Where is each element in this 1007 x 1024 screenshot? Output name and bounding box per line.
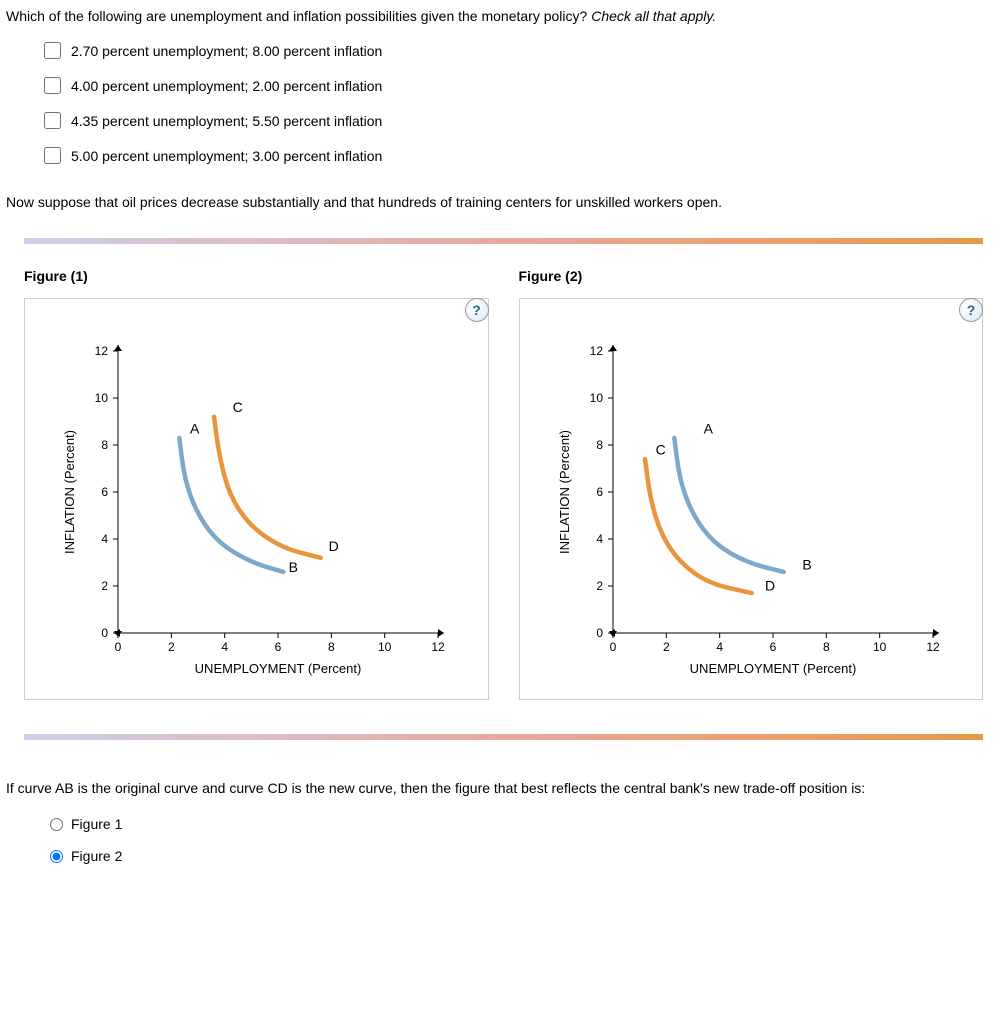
radio-option-2: Figure 2 <box>50 848 1003 864</box>
radio-2[interactable] <box>50 850 63 863</box>
svg-text:6: 6 <box>596 485 603 499</box>
svg-text:0: 0 <box>596 626 603 640</box>
svg-text:12: 12 <box>589 344 603 358</box>
svg-text:8: 8 <box>596 438 603 452</box>
figure-2-column: Figure (2) ? 0 2 4 6 8 10 12 0 2 4 6 8 10 12 UNEMPLOYM… <box>519 268 984 700</box>
svg-text:10: 10 <box>378 640 392 654</box>
figure-1-title: Figure (1) <box>24 268 489 284</box>
checkbox-option-3: 4.35 percent unemployment; 5.50 percent … <box>44 112 1003 129</box>
figure-1-chart: 0 2 4 6 8 10 12 0 2 4 6 8 10 12 UNEMPLOYMENT (Percent)… <box>56 329 456 689</box>
divider-gradient-2 <box>24 734 983 740</box>
figures-container: Figure (1) ? 0 2 4 6 8 10 12 0 2 4 6 8 10 12 UNEMPLOYM… <box>24 268 983 700</box>
svg-text:A: A <box>703 420 713 436</box>
radio-label-1: Figure 1 <box>71 816 122 832</box>
question-prompt: Which of the following are unemployment … <box>6 8 1003 24</box>
svg-text:12: 12 <box>95 344 109 358</box>
final-question: If curve AB is the original curve and cu… <box>6 780 1003 796</box>
figure-2-panel: ? 0 2 4 6 8 10 12 0 2 4 6 8 10 12 UNEMPLOYMENT (Percen… <box>519 298 984 700</box>
svg-text:8: 8 <box>823 640 830 654</box>
checkbox-label-4: 5.00 percent unemployment; 3.00 percent … <box>71 148 382 164</box>
radio-label-2: Figure 2 <box>71 848 122 864</box>
svg-text:C: C <box>233 399 243 415</box>
checkbox-list: 2.70 percent unemployment; 8.00 percent … <box>44 42 1003 164</box>
svg-text:8: 8 <box>102 438 109 452</box>
checkbox-2[interactable] <box>44 77 61 94</box>
svg-text:10: 10 <box>873 640 887 654</box>
figure-2-title: Figure (2) <box>519 268 984 284</box>
svg-text:A: A <box>190 420 200 436</box>
svg-text:2: 2 <box>168 640 175 654</box>
svg-text:B: B <box>289 559 298 575</box>
svg-text:0: 0 <box>115 640 122 654</box>
svg-text:C: C <box>655 441 665 457</box>
svg-text:UNEMPLOYMENT (Percent): UNEMPLOYMENT (Percent) <box>689 661 856 676</box>
figure-1-column: Figure (1) ? 0 2 4 6 8 10 12 0 2 4 6 8 10 12 UNEMPLOYM… <box>24 268 489 700</box>
figure-1-panel: ? 0 2 4 6 8 10 12 0 2 4 6 8 10 12 UNEMPLOYMENT (Percen… <box>24 298 489 700</box>
radio-option-1: Figure 1 <box>50 816 1003 832</box>
svg-text:UNEMPLOYMENT (Percent): UNEMPLOYMENT (Percent) <box>195 661 362 676</box>
svg-text:4: 4 <box>716 640 723 654</box>
checkbox-option-1: 2.70 percent unemployment; 8.00 percent … <box>44 42 1003 59</box>
svg-text:INFLATION (Percent): INFLATION (Percent) <box>62 430 77 554</box>
svg-text:12: 12 <box>432 640 446 654</box>
svg-text:6: 6 <box>102 485 109 499</box>
checkbox-label-1: 2.70 percent unemployment; 8.00 percent … <box>71 43 382 59</box>
svg-text:10: 10 <box>589 391 603 405</box>
checkbox-label-3: 4.35 percent unemployment; 5.50 percent … <box>71 113 382 129</box>
help-icon[interactable]: ? <box>465 298 489 322</box>
svg-text:10: 10 <box>95 391 109 405</box>
svg-text:D: D <box>329 538 339 554</box>
svg-text:B: B <box>802 557 811 573</box>
svg-text:4: 4 <box>596 532 603 546</box>
narrative-text: Now suppose that oil prices decrease sub… <box>6 194 1003 210</box>
svg-text:4: 4 <box>222 640 229 654</box>
checkbox-4[interactable] <box>44 147 61 164</box>
divider-gradient-1 <box>24 238 983 244</box>
svg-text:0: 0 <box>609 640 616 654</box>
svg-text:12: 12 <box>926 640 940 654</box>
svg-text:4: 4 <box>102 532 109 546</box>
question-prompt-hint: Check all that apply. <box>591 8 716 24</box>
svg-text:8: 8 <box>328 640 335 654</box>
checkbox-3[interactable] <box>44 112 61 129</box>
checkbox-option-4: 5.00 percent unemployment; 3.00 percent … <box>44 147 1003 164</box>
svg-text:0: 0 <box>102 626 109 640</box>
svg-text:6: 6 <box>769 640 776 654</box>
svg-text:2: 2 <box>102 579 109 593</box>
svg-text:6: 6 <box>275 640 282 654</box>
checkbox-label-2: 4.00 percent unemployment; 2.00 percent … <box>71 78 382 94</box>
svg-text:2: 2 <box>596 579 603 593</box>
radio-1[interactable] <box>50 818 63 831</box>
help-icon[interactable]: ? <box>959 298 983 322</box>
checkbox-option-2: 4.00 percent unemployment; 2.00 percent … <box>44 77 1003 94</box>
svg-text:2: 2 <box>663 640 670 654</box>
figure-2-chart: 0 2 4 6 8 10 12 0 2 4 6 8 10 12 UNEMPLOYMENT (Percent)… <box>551 329 951 689</box>
svg-text:D: D <box>765 578 775 594</box>
checkbox-1[interactable] <box>44 42 61 59</box>
question-prompt-main: Which of the following are unemployment … <box>6 8 591 24</box>
radio-list: Figure 1 Figure 2 <box>50 816 1003 864</box>
svg-text:INFLATION (Percent): INFLATION (Percent) <box>557 430 572 554</box>
